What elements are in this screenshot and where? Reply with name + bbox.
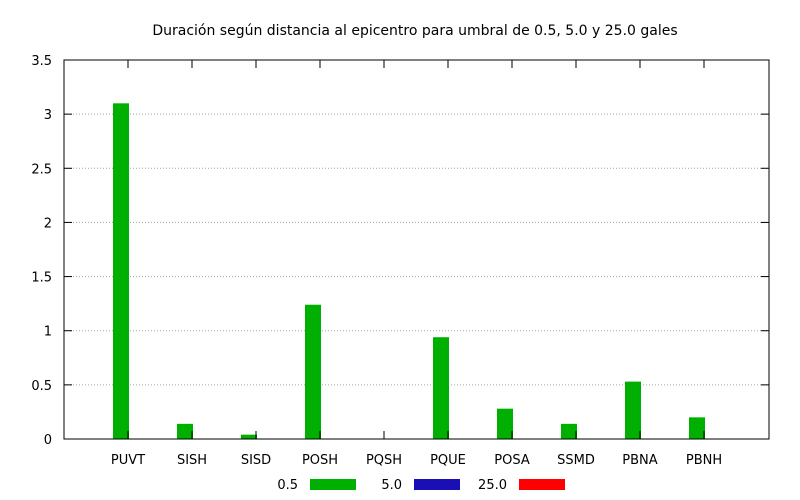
y-tick-label: 2.5 — [31, 162, 52, 177]
legend: 0.5 5.0 25.0 — [277, 478, 565, 493]
y-tick-label: 2 — [44, 216, 52, 231]
bar — [177, 423, 193, 439]
bars — [113, 103, 705, 440]
x-tick-label: SISH — [177, 453, 207, 468]
bar — [305, 304, 321, 439]
y-tick-label: 3 — [44, 108, 52, 123]
legend-label: 25.0 — [478, 478, 507, 493]
y-tick-label: 3.5 — [31, 54, 52, 69]
y-tick-label: 1 — [44, 325, 52, 340]
legend-swatch — [310, 479, 356, 490]
x-tick-label: PBNH — [686, 453, 722, 468]
bar — [625, 381, 641, 439]
y-tick-label: 0 — [44, 433, 52, 448]
legend-swatch — [414, 479, 460, 490]
y-tick-label: 1.5 — [31, 271, 52, 286]
x-tick-label: POSA — [494, 453, 530, 468]
x-tick-label: PBNA — [622, 453, 657, 468]
x-tick-label: SSMD — [557, 453, 595, 468]
x-tick-label: PQUE — [430, 453, 466, 468]
grid — [64, 113, 769, 386]
y-axis: 0 0.5 1 1.5 2 2.5 3 3.5 — [31, 54, 769, 448]
x-tick-label: POSH — [302, 453, 338, 468]
legend-swatch — [519, 479, 565, 490]
bar — [561, 423, 577, 439]
x-tick-label: PQSH — [366, 453, 402, 468]
y-tick-label: 0.5 — [31, 379, 52, 394]
chart-title: Duración según distancia al epicentro pa… — [152, 23, 677, 39]
x-axis: PUVT SISH SISD POSH PQSH PQUE POSA SSMD PBNA PBNH — [111, 60, 722, 468]
legend-label: 0.5 — [277, 478, 298, 493]
legend-label: 5.0 — [381, 478, 402, 493]
bar — [433, 337, 449, 439]
plot-frame — [63, 59, 770, 440]
bar — [241, 434, 257, 439]
bar — [497, 408, 513, 439]
x-tick-label: SISD — [241, 453, 271, 468]
bar — [689, 417, 705, 439]
x-tick-label: PUVT — [111, 453, 145, 468]
bar — [113, 103, 129, 440]
